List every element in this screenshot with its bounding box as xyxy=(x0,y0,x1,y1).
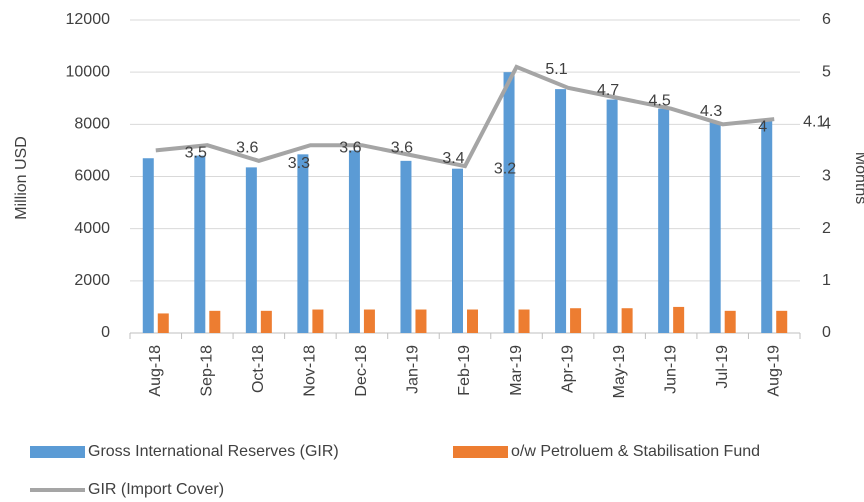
data-label: 3.6 xyxy=(339,139,361,156)
bar xyxy=(363,309,375,333)
line xyxy=(155,64,775,169)
legend-label: Gross International Reserves (GIR) xyxy=(88,443,339,460)
x-tick-label: Aug-19 xyxy=(765,345,782,397)
bar xyxy=(621,308,633,333)
x-tick-label: Jul-19 xyxy=(714,345,731,389)
data-label: 4.5 xyxy=(648,92,670,109)
legend-label: o/w Petroluem & Stabilisation Fund xyxy=(511,443,760,460)
data-label: 3.5 xyxy=(185,145,207,162)
data-label: 3.4 xyxy=(442,150,464,167)
y-tick-label: 4000 xyxy=(74,220,110,237)
x-tick-label: Mar-19 xyxy=(508,345,525,396)
x-tick-label: Sep-18 xyxy=(199,345,216,397)
y2-tick-label: 6 xyxy=(822,11,831,28)
y2-tick-label: 0 xyxy=(822,324,831,341)
y2-tick-label: 2 xyxy=(822,220,831,237)
bar xyxy=(761,120,773,333)
y2-tick-label: 5 xyxy=(822,63,831,80)
y2-tick-label: 1 xyxy=(822,272,831,289)
data-label: 3.6 xyxy=(236,139,258,156)
bar xyxy=(673,306,685,333)
bar xyxy=(194,155,206,333)
bar xyxy=(467,309,478,333)
bar xyxy=(415,309,427,333)
y-tick-label: 12000 xyxy=(66,11,111,28)
y-axis-label: Million USD xyxy=(13,136,30,220)
data-label: 4 xyxy=(758,119,767,136)
data-label: 5.1 xyxy=(545,61,567,78)
data-label: 4.3 xyxy=(700,103,722,120)
x-tick-label: Aug-18 xyxy=(147,345,164,397)
bar xyxy=(452,168,463,333)
y-tick-label: 10000 xyxy=(66,63,111,80)
bar xyxy=(260,310,272,333)
bar xyxy=(348,150,360,333)
x-tick-label: Dec-18 xyxy=(353,345,370,397)
legend-swatch xyxy=(30,446,85,458)
x-tick-label: Nov-18 xyxy=(302,345,319,397)
legend-label: GIR (Import Cover) xyxy=(88,481,224,498)
bar xyxy=(400,160,412,333)
bar xyxy=(518,309,530,333)
x-tick-label: Feb-19 xyxy=(456,345,473,396)
bar xyxy=(297,154,309,333)
x-tick-label: Jun-19 xyxy=(662,345,679,394)
data-label: 3.3 xyxy=(288,155,310,172)
y-tick-label: 2000 xyxy=(74,272,110,289)
y2-axis-label: Months xyxy=(852,152,864,204)
y-tick-label: 8000 xyxy=(74,116,110,133)
bar xyxy=(209,310,221,333)
x-tick-label: May-19 xyxy=(611,345,628,398)
x-tick-label: Oct-18 xyxy=(250,345,267,393)
y-tick-label: 6000 xyxy=(74,168,110,185)
bar xyxy=(724,310,736,333)
bar xyxy=(245,167,257,333)
bar xyxy=(606,99,618,333)
y2-tick-label: 3 xyxy=(822,168,831,185)
bar xyxy=(142,158,154,333)
data-label: 4.7 xyxy=(597,82,619,99)
legend-swatch xyxy=(453,446,508,458)
bar xyxy=(555,89,567,333)
bar xyxy=(157,313,169,333)
y2-tick-label: 4 xyxy=(822,116,831,133)
data-label: 4.1 xyxy=(803,113,825,130)
bar xyxy=(709,121,721,333)
bar xyxy=(776,310,788,333)
x-tick-label: Jan-19 xyxy=(405,345,422,394)
bar xyxy=(570,308,582,333)
y-tick-label: 0 xyxy=(101,324,110,341)
x-tick-label: Apr-19 xyxy=(559,345,576,393)
data-label: 3.2 xyxy=(494,160,516,177)
bar xyxy=(503,72,515,334)
bar xyxy=(312,309,324,333)
bar xyxy=(658,108,670,333)
data-label: 3.6 xyxy=(391,139,413,156)
